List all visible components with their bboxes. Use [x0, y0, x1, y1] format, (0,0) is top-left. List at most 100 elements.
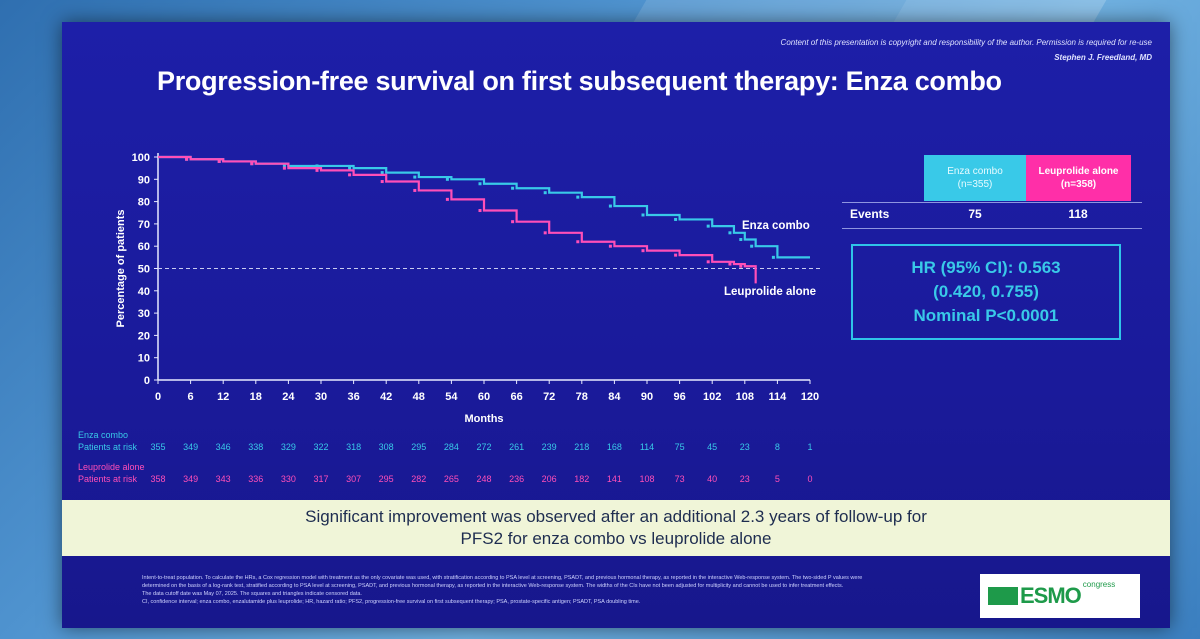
risk-enza-value: 261 — [509, 442, 525, 452]
censor-mark — [750, 244, 754, 248]
hazard-ratio-box: HR (95% CI): 0.563 (0.420, 0.755) Nomina… — [851, 244, 1121, 340]
enza-header: Enza combo (n=355) — [924, 155, 1026, 201]
risk-enza-value: 308 — [378, 442, 394, 452]
risk-enza-value: 295 — [411, 442, 427, 452]
censor-mark — [543, 191, 547, 195]
censor-mark — [739, 264, 743, 268]
x-tick-label: 90 — [641, 391, 653, 403]
risk-leuprolide-value: 307 — [346, 474, 362, 484]
risk-enza-value: 114 — [639, 442, 655, 452]
esmo-logo-sub: congress — [1082, 580, 1116, 589]
censor-mark — [445, 177, 449, 181]
footnote-line: The data cutoff date was May 07, 2025. T… — [142, 591, 362, 597]
y-tick-label: 80 — [138, 197, 150, 209]
censor-mark — [348, 173, 352, 177]
x-tick-label: 84 — [608, 391, 621, 403]
ci-line: (0.420, 0.755) — [933, 282, 1039, 301]
y-tick-label: 90 — [138, 174, 150, 186]
enza-header-n: (n=355) — [957, 179, 993, 190]
hr-line: HR (95% CI): 0.563 — [911, 258, 1061, 277]
copyright-notice: Content of this presentation is copyrigh… — [780, 38, 1152, 47]
esmo-logo: ESMO congress — [980, 574, 1140, 618]
risk-leuprolide-value: 349 — [183, 474, 199, 484]
footnote-line: Intent-to-treat population. To calculate… — [142, 575, 863, 581]
footnote-line: CI, confidence interval; enza combo, enz… — [142, 599, 641, 605]
y-tick-label: 30 — [138, 308, 150, 320]
risk-enza-value: 23 — [739, 442, 750, 452]
x-tick-label: 30 — [315, 391, 327, 403]
x-tick-label: 102 — [703, 391, 721, 403]
y-tick-label: 0 — [144, 375, 150, 387]
censor-mark — [706, 224, 710, 228]
censor-mark — [608, 204, 612, 208]
x-tick-label: 120 — [801, 391, 819, 403]
risk-leuprolide-value: 73 — [674, 474, 685, 484]
risk-enza-value: 355 — [150, 442, 166, 452]
enza-events: 75 — [968, 207, 982, 221]
x-tick-label: 12 — [217, 391, 229, 403]
censor-mark — [641, 213, 645, 217]
x-tick-label: 78 — [576, 391, 588, 403]
footnote-line: determined on the basis of a log-rank te… — [142, 583, 844, 589]
y-tick-label: 40 — [138, 286, 150, 298]
risk-leuprolide-value: 358 — [150, 474, 166, 484]
risk-leuprolide-value: 40 — [707, 474, 718, 484]
risk-leuprolide-value: 182 — [574, 474, 590, 484]
risk-enza-value: 284 — [443, 442, 459, 452]
conclusion-banner: Significant improvement was observed aft… — [62, 500, 1170, 556]
risk-enza-row-label: Patients at risk — [78, 442, 138, 452]
censor-mark — [706, 260, 710, 264]
risk-enza-value: 338 — [248, 442, 264, 452]
y-tick-label: 50 — [138, 264, 150, 276]
leuprolide-header-label: Leuprolide alone — [1038, 166, 1119, 177]
leuprolide-header-n: (n=358) — [1060, 179, 1097, 190]
risk-enza-value: 75 — [674, 442, 685, 452]
x-tick-label: 66 — [510, 391, 522, 403]
risk-leuprolide-value: 5 — [774, 474, 780, 484]
risk-leuprolide-value: 265 — [443, 474, 459, 484]
risk-leuprolide-label: Leuprolide alone — [78, 462, 145, 472]
enza-header-label: Enza combo — [947, 166, 1003, 177]
censor-mark — [250, 162, 254, 166]
y-tick-label: 60 — [138, 241, 150, 253]
risk-leuprolide-value: 295 — [378, 474, 394, 484]
risk-leuprolide-value: 141 — [606, 474, 622, 484]
censor-mark — [282, 166, 286, 170]
risk-enza-value: 8 — [774, 442, 780, 452]
censor-mark — [771, 255, 775, 259]
leuprolide-alone-curve — [158, 155, 757, 284]
censor-mark — [282, 164, 286, 168]
censor-mark — [641, 249, 645, 253]
y-axis-label: Percentage of patients — [115, 210, 127, 328]
conclusion-line-1: Significant improvement was observed aft… — [305, 507, 927, 526]
y-tick-label: 10 — [138, 353, 150, 365]
risk-leuprolide-value: 336 — [248, 474, 264, 484]
risk-enza-value: 239 — [541, 442, 557, 452]
risk-enza-label: Enza combo — [78, 430, 129, 440]
risk-leuprolide-value: 206 — [541, 474, 557, 484]
risk-leuprolide-value: 23 — [739, 474, 750, 484]
table-divider — [842, 228, 1142, 229]
censor-mark — [543, 231, 547, 235]
leuprolide-events: 118 — [1068, 207, 1088, 221]
enza-combo-annotation: Enza combo — [742, 220, 810, 232]
leuprolide-header: Leuprolide alone (n=358) — [1026, 155, 1131, 201]
events-label: Events — [850, 207, 890, 221]
p-value-line: Nominal P<0.0001 — [913, 306, 1059, 325]
y-tick-label: 20 — [138, 330, 150, 342]
background-stripe — [893, 0, 1107, 22]
censor-mark — [478, 182, 482, 186]
censor-mark — [674, 217, 678, 221]
x-tick-label: 36 — [347, 391, 359, 403]
conclusion-line-2: PFS2 for enza combo vs leuprolide alone — [460, 529, 772, 548]
censor-mark — [445, 197, 449, 201]
km-chart: 0 10 20 30 40 50 60 70 80 90 100 0 6 12 18 24 30 36 42 48 54… — [115, 152, 820, 425]
slide-title: Progression-free survival on first subse… — [157, 66, 1002, 96]
risk-enza-value: 1 — [807, 442, 813, 452]
y-tick-label: 70 — [138, 219, 150, 231]
censor-mark — [478, 209, 482, 213]
x-tick-label: 96 — [673, 391, 685, 403]
author-name: Stephen J. Freedland, MD — [1054, 53, 1152, 62]
risk-leuprolide-row-label: Patients at risk — [78, 474, 138, 484]
x-axis-label: Months — [464, 413, 503, 425]
